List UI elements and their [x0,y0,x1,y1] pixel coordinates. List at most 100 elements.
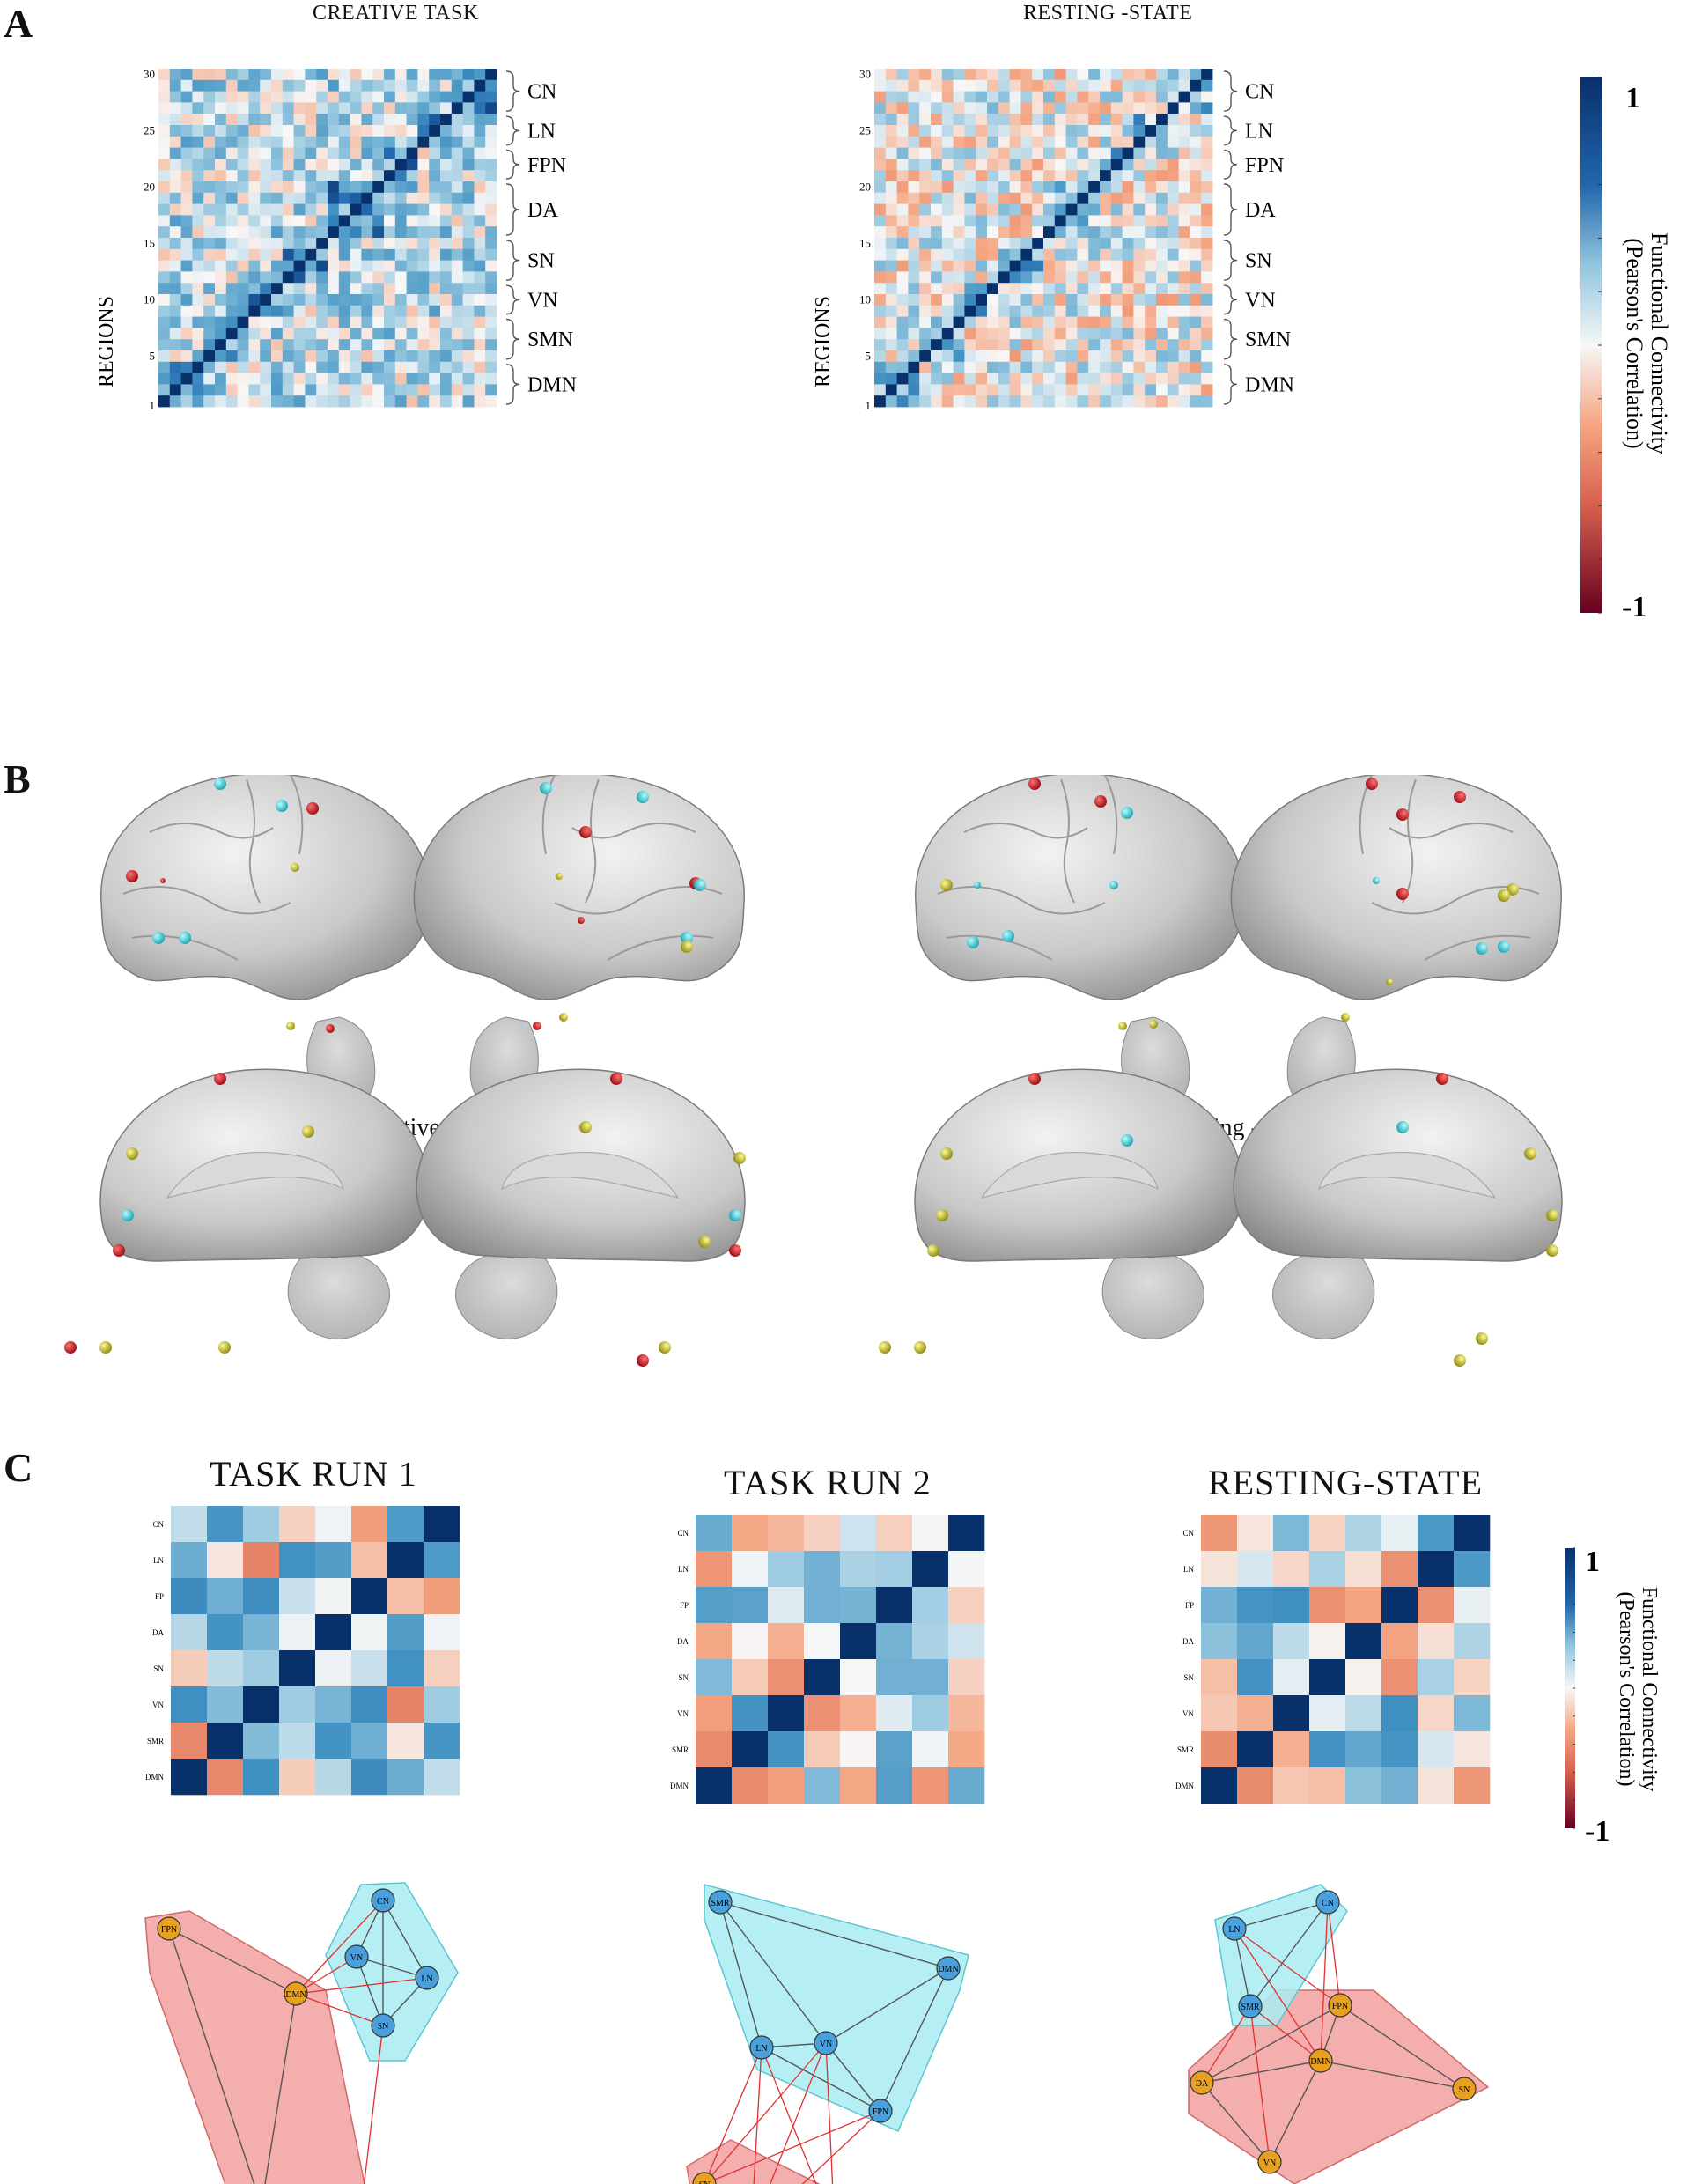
matrix-cell [237,147,249,159]
network-node [814,2031,838,2055]
matrix-cell [1156,339,1168,351]
matrix-cell [237,102,249,114]
matrix-cell [248,170,261,182]
matrix-cell [485,203,497,216]
network-edge [264,1993,297,2184]
matrix-cell [1381,1515,1418,1552]
matrix-cell [1088,181,1101,194]
matrix-cell [987,395,999,408]
matrix-cell [976,91,988,103]
matrix-cell [1054,91,1066,103]
matrix-cell [361,147,373,159]
matrix-cell [1043,316,1056,328]
matrix-cell [406,203,418,216]
network-edge [1249,1901,1329,2007]
matrix-cell [192,328,204,340]
matrix-cell [1133,361,1146,373]
matrix-cell [874,226,887,239]
network-edge [295,1977,428,1995]
matrix-cell [440,181,453,194]
matrix-cell [215,361,227,373]
matrix-cell [293,260,306,272]
brain-node [1094,795,1107,808]
matrix-cell [941,294,954,306]
matrix-cell [248,238,261,250]
matrix-cell [987,373,999,385]
matrix-cell [998,203,1010,216]
ytick-label: 25 [144,123,155,136]
matrix-cell [1201,1551,1238,1588]
matrix-cell [271,192,284,204]
matrix-cell [169,203,181,216]
matrix-cell [1077,248,1089,261]
matrix-cell [485,147,497,159]
matrix-cell [192,283,204,295]
matrix-cell [1133,316,1146,328]
matrix-cell [169,283,181,295]
matrix-cell [1009,373,1021,385]
matrix-cell [1156,373,1168,385]
matrix-cell [1122,361,1134,373]
brain-node [1546,1209,1558,1221]
matrix-cell [1156,238,1168,250]
matrix-cell [1345,1623,1382,1660]
resting-state-matrix-c [1201,1515,1491,1804]
matrix-cell [1054,305,1066,317]
matrix-cell [1167,339,1179,351]
matrix-cell [1345,1551,1382,1588]
matrix-cell [1065,238,1078,250]
matrix-cell [1009,136,1021,148]
matrix-cell [1133,136,1146,148]
matrix-cell [1110,384,1123,396]
matrix-cell [976,215,988,227]
matrix-cell [1201,328,1213,340]
matrix-cell [293,192,306,204]
matrix-cell [350,159,362,171]
matrix-cell [328,271,340,284]
matrix-cell [417,136,430,148]
matrix-cell [180,373,193,385]
matrix-cell [1032,159,1044,171]
matrix-cell [237,159,249,171]
matrix-cell [885,226,897,239]
matrix-cell [271,136,284,148]
matrix-cell [1133,147,1146,159]
matrix-cell [406,395,418,408]
matrix-cell [885,114,897,126]
matrix-cell [372,79,385,92]
matrix-cell [158,294,171,306]
network-node-label: LN [755,2044,767,2054]
brain-node [940,879,953,891]
matrix-cell [282,361,294,373]
matrix-cell [248,350,261,363]
ytick-label: 20 [144,180,155,193]
matrix-cell [305,350,317,363]
matrix-cell [328,215,340,227]
matrix-cell [998,248,1010,261]
matrix-cell [192,395,204,408]
matrix-cell [271,248,284,261]
matrix-cell [169,125,181,137]
matrix-cell [1178,339,1190,351]
matrix-cell [941,159,954,171]
matrix-cell [372,114,385,126]
matrix-cell [440,69,453,81]
colorbar-a-max: 1 [1625,82,1640,114]
matrix-cell [424,1506,460,1543]
matrix-cell [474,147,486,159]
matrix-cell [1145,271,1157,284]
matrix-cell [169,361,181,373]
ytick-label: 5 [866,349,872,362]
brain-medial [416,1068,746,1367]
matrix-cell [896,328,909,340]
matrix-cell [941,248,954,261]
matrix-cell [1032,238,1044,250]
matrix-cell [976,260,988,272]
matrix-cell [271,159,284,171]
matrix-cell [1100,226,1112,239]
matrix-cell [451,305,463,317]
matrix-cell [384,305,396,317]
matrix-cell [372,203,385,216]
matrix-cell [1077,384,1089,396]
